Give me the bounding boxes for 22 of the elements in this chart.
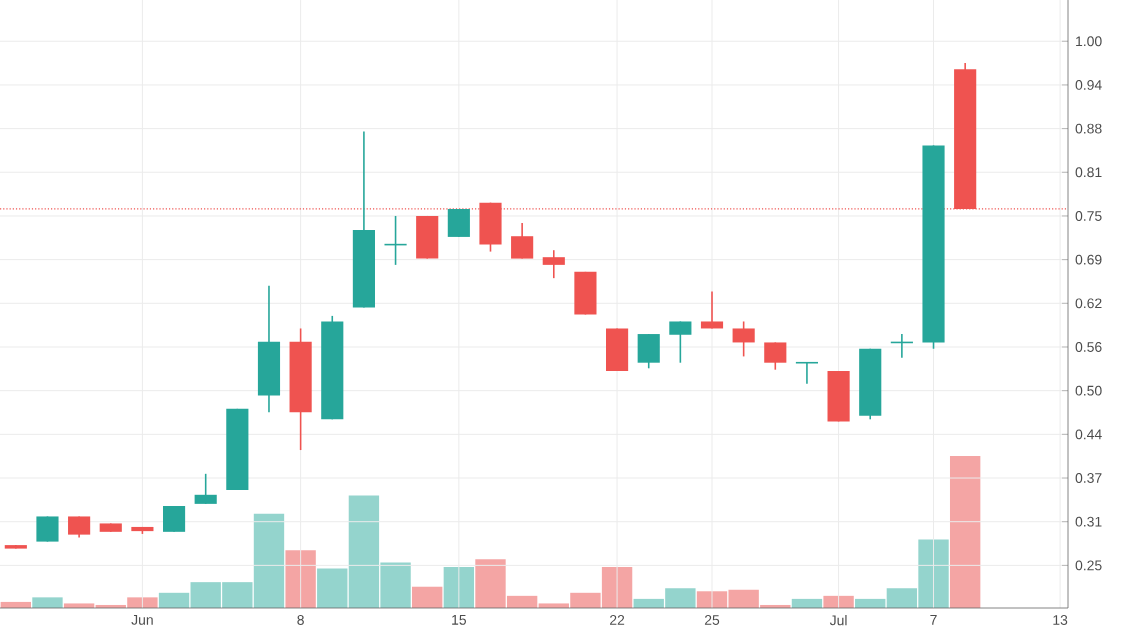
candlestick: [795, 361, 819, 385]
candlestick: [511, 222, 534, 260]
candlestick: [700, 290, 724, 330]
candlestick: [764, 341, 787, 371]
candlestick: [669, 320, 692, 364]
candlestick: [162, 505, 186, 533]
candlestick: [447, 208, 470, 238]
bar: [32, 597, 63, 608]
bar: [949, 456, 981, 608]
candlestick: [542, 249, 565, 279]
candlestick: [416, 215, 439, 260]
candlestick: [68, 515, 91, 539]
candlestick: [383, 215, 408, 266]
candlestick: [36, 515, 59, 543]
candlestick: [637, 333, 660, 370]
bar: [285, 550, 316, 608]
candlestick: [890, 333, 914, 359]
candlestick: [194, 473, 217, 505]
bar: [412, 586, 443, 608]
candlestick: [732, 320, 755, 358]
bar: [443, 566, 475, 608]
candlestick: [606, 327, 629, 372]
